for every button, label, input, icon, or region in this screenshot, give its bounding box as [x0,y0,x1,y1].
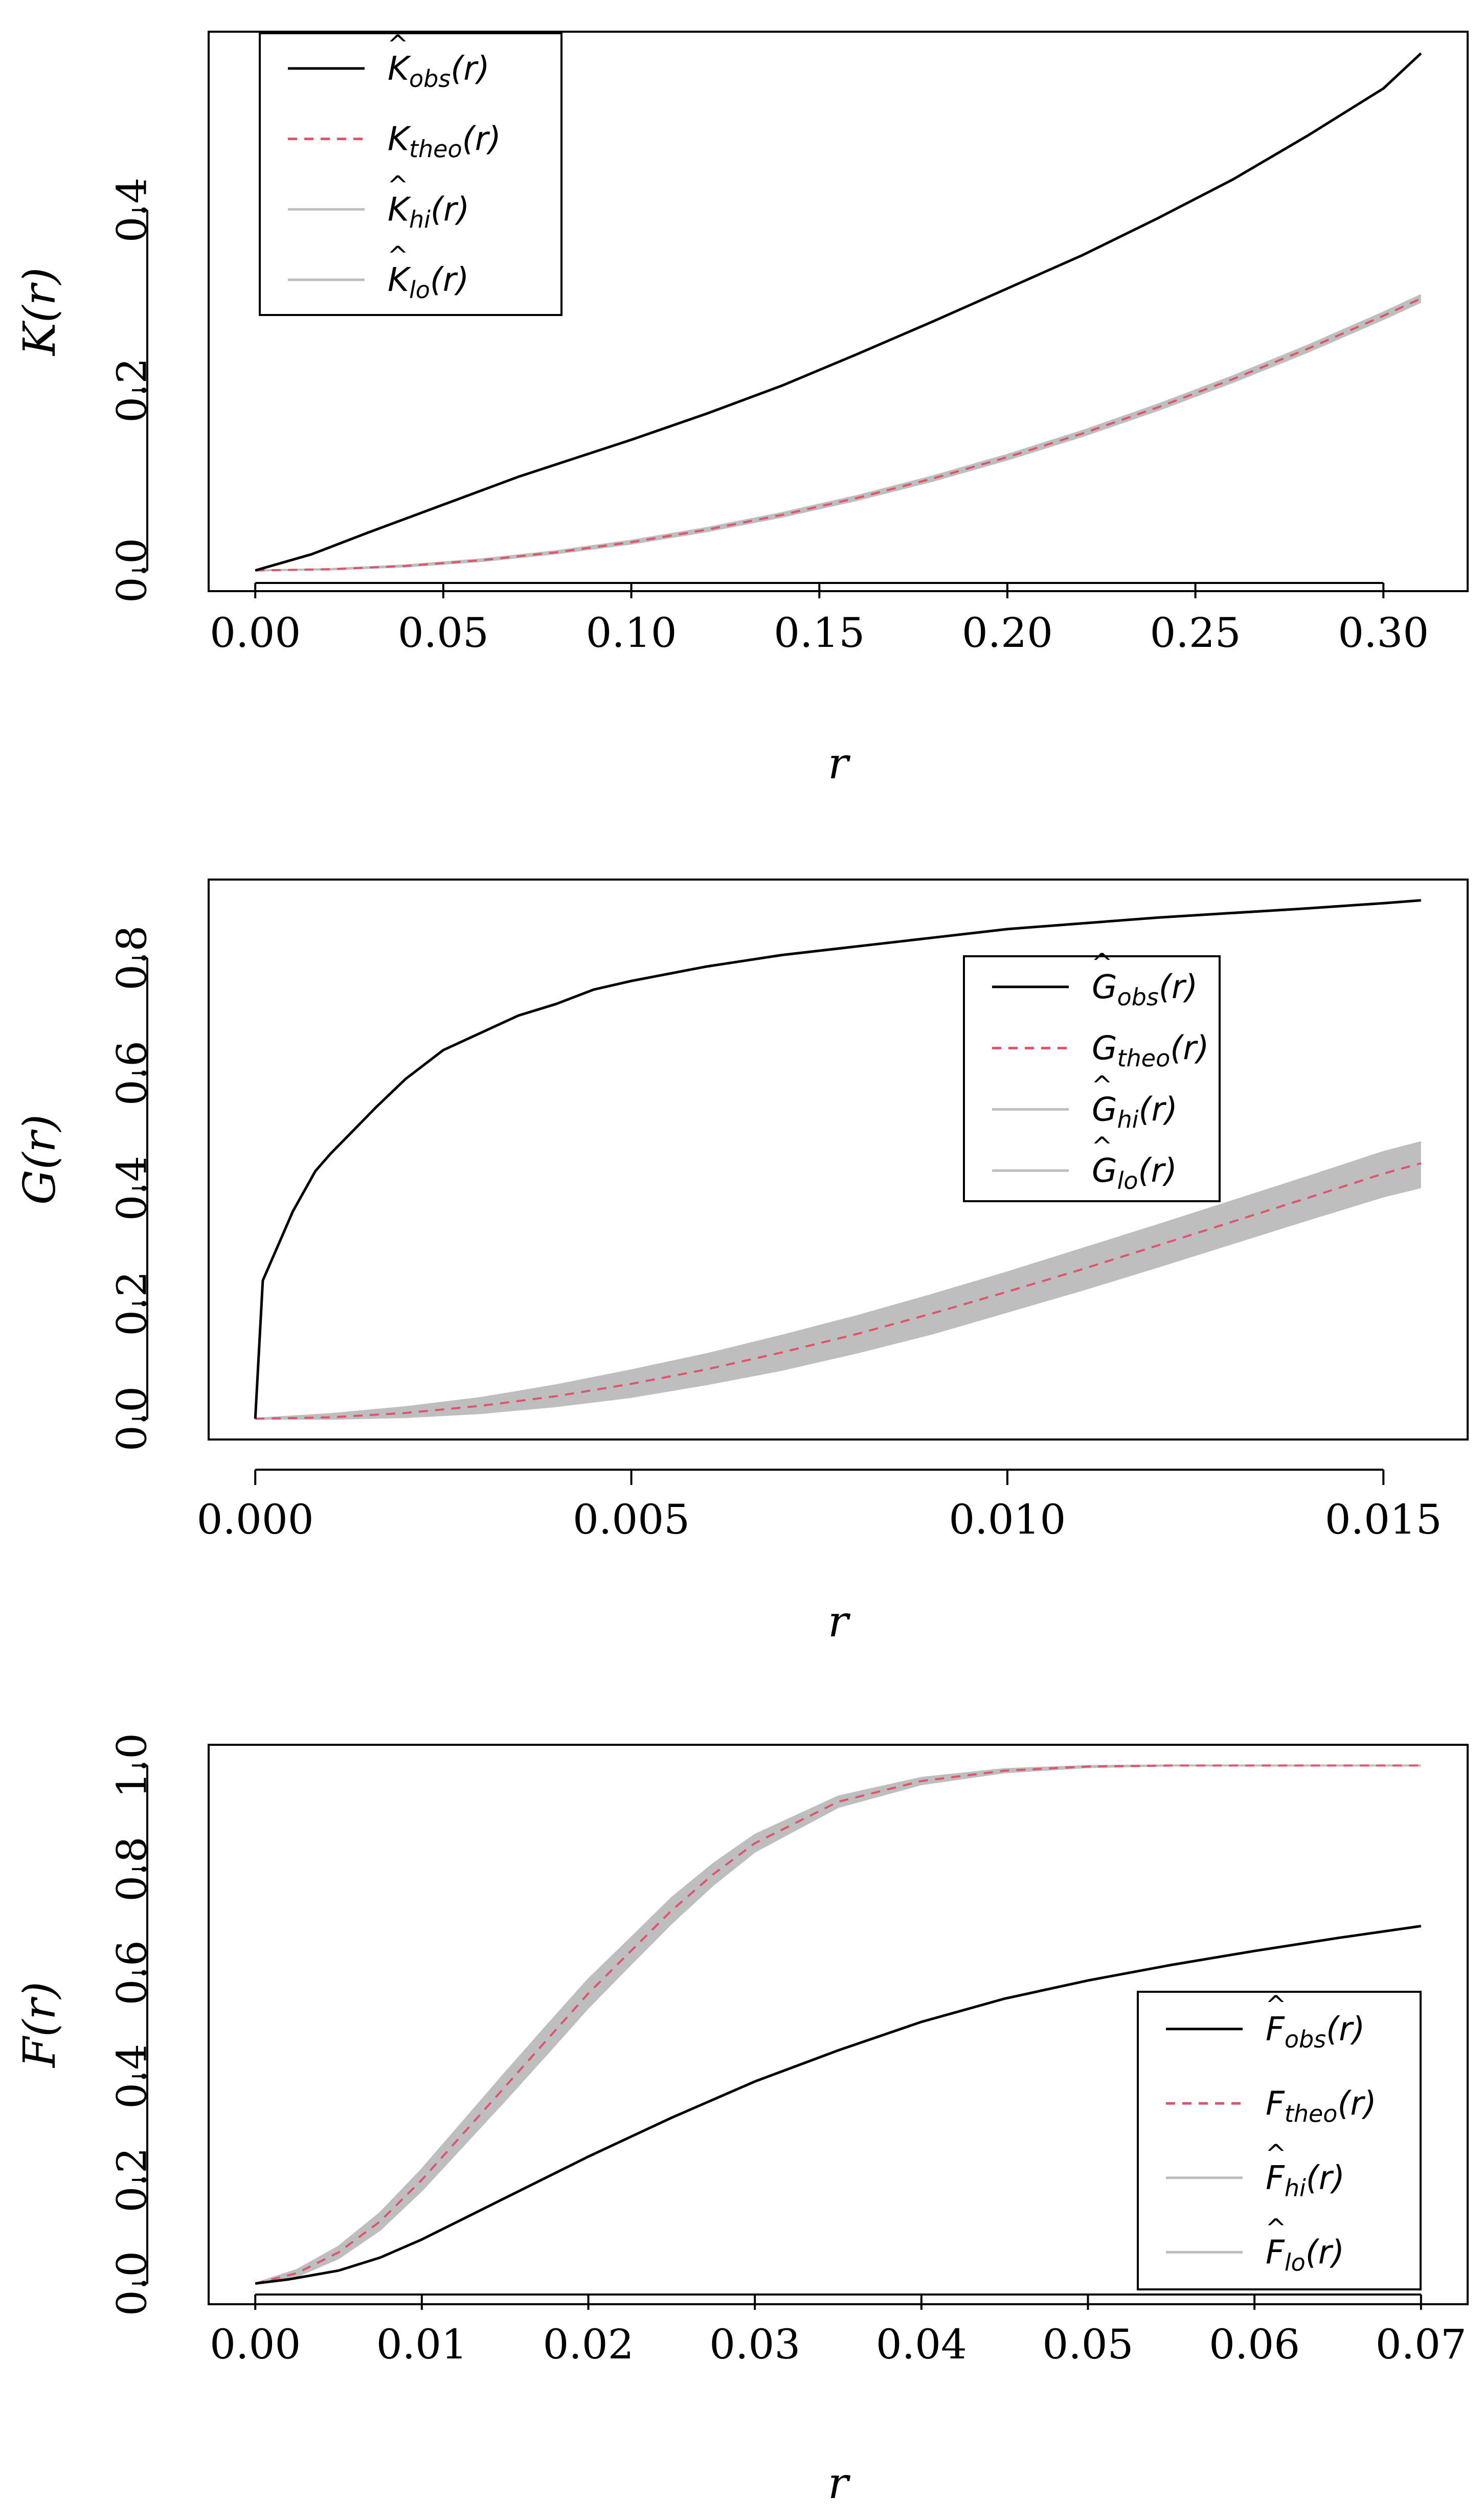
legend-hat-obs: ^ [1091,948,1113,978]
legend-label-hi: Ghi(r) [1092,1091,1178,1133]
y-tick-label: 0.8 [108,1836,156,1901]
x-axis-label: r [828,1596,851,1647]
x-tick-label: 0.20 [962,609,1053,657]
chart-panel-G: 0.000 0.005 0.010 0.015 r 0.0 0.2 0.4 0.6 0.8 G(r)… [14,879,1469,1647]
y-tick-label: 0.2 [108,1271,156,1336]
y-tick-label: 0.0 [108,538,156,603]
legend-label-hi: Khi(r) [388,191,469,233]
y-tick-label: 0.2 [108,2147,156,2212]
plot-area [255,52,1422,572]
chart-panel-K: 0.00 0.05 0.10 0.15 0.20 0.25 0.30 r 0.0 0.2 0.4 K(… [14,30,1469,789]
plot-area [255,1764,1422,2285]
y-tick-label: 0.8 [108,926,156,991]
legend-box [1137,1991,1422,2290]
x-tick-label: 0.30 [1338,609,1429,657]
x-axis-label: r [828,738,851,789]
series-obs-line [254,899,1421,1419]
legend: Fobs(r)^Ftheo(r)Fhi(r)^Flo(r)^ [1137,1990,1422,2290]
y-tick-label: 0.6 [108,1041,156,1106]
legend-hat-hi: ^ [1265,2139,1287,2169]
legend-hat-obs: ^ [1265,1990,1287,2020]
legend-label-obs: Kobs(r) [388,50,490,93]
legend-box [963,955,1221,1202]
legend-label-obs: Gobs(r) [1092,969,1198,1011]
legend-hat-lo: ^ [1091,1132,1113,1161]
series-theo-line [255,297,1422,572]
series-theo-line [255,1764,1421,2285]
legend-label-theo: Ftheo(r) [1266,2085,1377,2127]
x-axis-label: r [828,2458,851,2508]
legend-box [259,32,563,316]
legend-label-theo: Gtheo(r) [1092,1030,1209,1072]
y-tick-label: 0.4 [108,2044,156,2109]
x-tick-label: 0.05 [1042,2321,1133,2368]
y-tick-label: 0.4 [108,177,156,242]
x-tick-label: 0.000 [197,1496,314,1543]
x-tick-label: 0.02 [543,2321,634,2368]
x-tick-label: 0.25 [1150,609,1241,657]
series-theo-line [255,1162,1422,1420]
y-axis-label: G(r) [14,1114,65,1205]
legend-hat-hi: ^ [387,170,409,200]
legend-label-hi: Fhi(r) [1266,2160,1345,2202]
y-axis-label: F(r) [14,1982,65,2068]
legend-hat-lo: ^ [1265,2213,1287,2243]
legend-hat-lo: ^ [387,241,409,271]
x-tick-label: 0.01 [376,2321,467,2368]
series-hi-line [255,1141,1422,1420]
x-tick-label: 0.10 [586,609,677,657]
series-obs-line [255,1925,1422,2285]
legend: Gobs(r)^Gtheo(r)Ghi(r)^Glo(r)^ [963,948,1221,1202]
envelope-band [255,1765,1421,2284]
plot-area [254,899,1422,1420]
x-tick-label: 0.010 [949,1496,1066,1543]
x-tick-label: 0.07 [1376,2321,1467,2368]
y-tick-label: 0.0 [108,2251,156,2316]
series-lo-line [255,1186,1422,1420]
x-tick-label: 0.00 [210,2321,301,2368]
x-tick-label: 0.04 [876,2321,967,2368]
plot-frame [208,31,1469,592]
y-tick-label: 0.0 [108,1386,156,1451]
legend-hat-obs: ^ [387,30,409,59]
x-tick-label: 0.00 [210,609,301,657]
legend-hat-hi: ^ [1091,1070,1113,1100]
x-tick-label: 0.015 [1325,1496,1442,1543]
y-tick-label: 0.2 [108,358,156,423]
y-axis-label: K(r) [14,267,65,356]
chart-panel-F: 0.00 0.01 0.02 0.03 0.04 0.05 0.06 0.07 r 0.0 0.2 0… [14,1733,1469,2508]
x-tick-label: 0.06 [1209,2321,1300,2368]
y-tick-label: 0.6 [108,1940,156,2005]
x-tick-label: 0.005 [573,1496,690,1543]
legend-label-lo: Glo(r) [1092,1152,1177,1195]
legend-label-lo: Klo(r) [388,261,469,304]
x-tick-label: 0.05 [398,609,489,657]
legend-label-theo: Ktheo(r) [388,121,501,163]
y-tick-label: 1.0 [108,1733,156,1798]
legend-label-obs: Fobs(r) [1266,2011,1365,2053]
plot-frame [208,879,1469,1441]
x-tick-label: 0.15 [774,609,865,657]
y-tick-label: 0.4 [108,1156,156,1221]
plot-frame [208,1744,1469,2305]
series-obs-line [255,52,1422,572]
legend-label-lo: Flo(r) [1266,2234,1344,2276]
x-tick-label: 0.03 [709,2321,800,2368]
legend: Kobs(r)^Ktheo(r)Khi(r)^Klo(r)^ [259,30,563,316]
